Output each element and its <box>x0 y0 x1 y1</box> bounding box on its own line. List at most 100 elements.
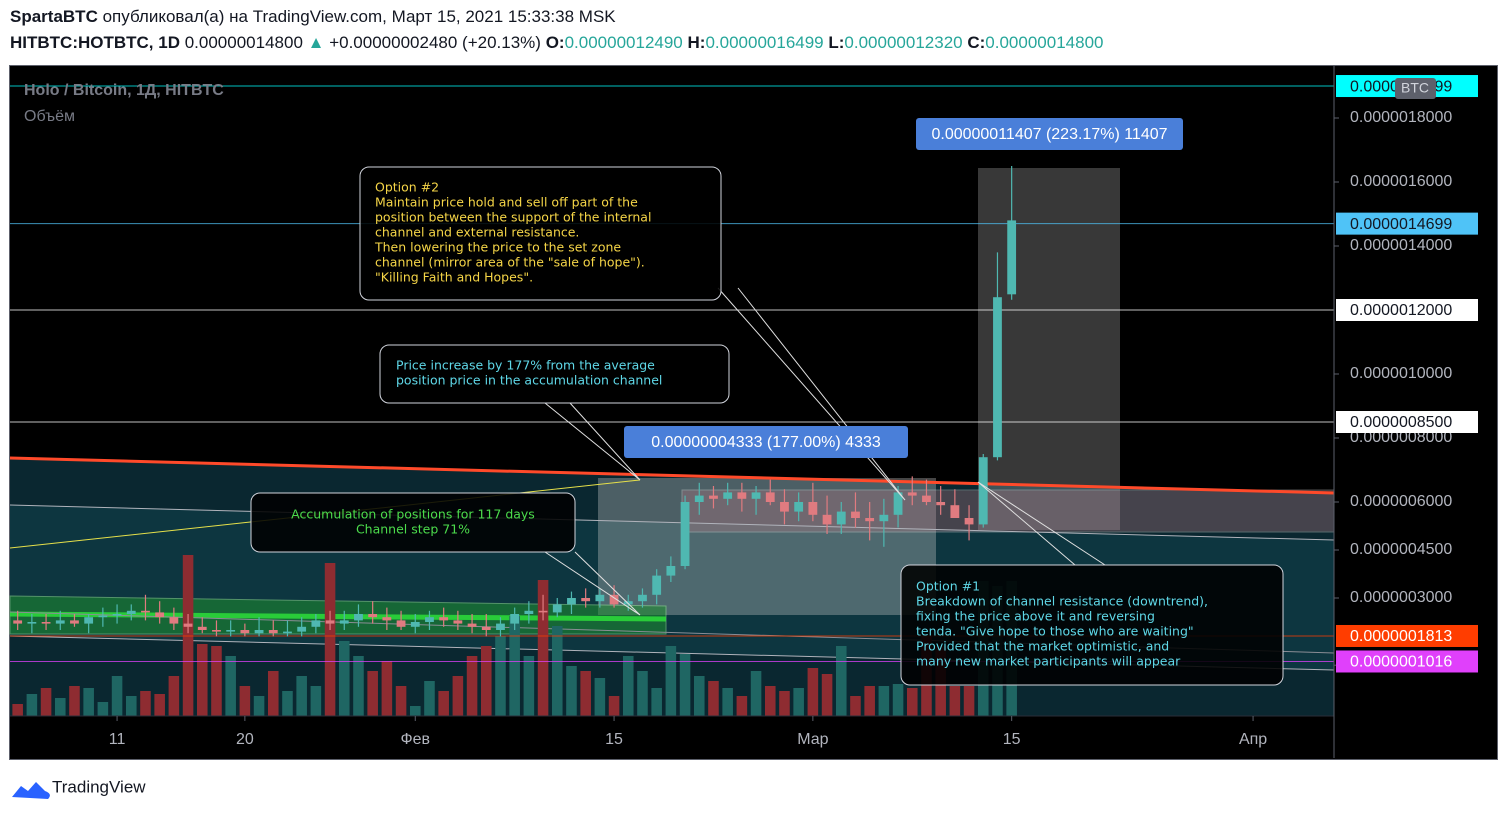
volume-bar <box>793 688 804 716</box>
annotation-line: channel and external resistance. <box>375 225 579 240</box>
x-tick-label: 20 <box>236 731 254 748</box>
candle-body <box>936 502 946 506</box>
candle-body <box>552 604 562 613</box>
candle-body <box>922 495 931 502</box>
price-marker-label: 0.0000001813 <box>1350 628 1452 645</box>
volume-bar <box>125 696 137 716</box>
volume-bar <box>878 686 890 716</box>
annotations: 0.00000011407 (223.17%) 11407 0.000000043… <box>250 118 1284 686</box>
channel-line <box>9 504 1335 541</box>
volume-bar <box>551 626 563 716</box>
candle-body <box>567 598 576 605</box>
y-tick-label: 0.0000003000 <box>1350 589 1452 606</box>
pointer <box>977 481 1106 566</box>
candle-body <box>141 610 150 613</box>
volume-bar <box>622 656 634 716</box>
volume-bar <box>523 656 535 716</box>
candle-body <box>339 620 349 624</box>
candle-body <box>851 511 860 518</box>
volume-bar <box>637 671 648 716</box>
candle-body <box>964 518 974 525</box>
volume-bar <box>239 686 251 716</box>
volume-bar <box>438 691 449 716</box>
volume-bar <box>154 694 165 716</box>
candle-body <box>41 622 51 624</box>
candle-body <box>950 505 960 518</box>
volume-bar <box>580 671 591 716</box>
volume-bar <box>608 696 620 716</box>
ohlc-key: O: <box>546 33 565 52</box>
candle-body <box>680 502 690 566</box>
volume-bar <box>949 686 961 716</box>
ohlc-key: C: <box>967 33 985 52</box>
candle-body <box>382 617 392 621</box>
volume-bar <box>835 646 847 716</box>
candle-body <box>297 626 307 632</box>
measure-label: 0.00000004333 (177.00%) 4333 <box>651 434 881 451</box>
volume-bar <box>12 704 23 716</box>
resistance-line <box>9 456 1335 495</box>
candle-body <box>283 631 292 634</box>
annotation-line: Accumulation of positions for 117 days <box>291 507 535 522</box>
volume-bar <box>537 580 549 716</box>
volume-bar <box>779 691 790 716</box>
zone-box <box>681 489 1335 533</box>
volume-bar <box>566 666 577 716</box>
volume-bar <box>452 676 464 716</box>
ohlc-value: 0.00000014800 <box>985 33 1103 52</box>
candle-body <box>55 620 65 624</box>
candle-body <box>1007 220 1017 295</box>
symbol: HITBTC:HOTBTC, 1D <box>10 33 180 52</box>
published: опубликовал(а) на TradingView.com, Март … <box>103 7 617 26</box>
price-marker <box>1336 650 1478 673</box>
logo <box>12 782 50 799</box>
candle-body <box>765 492 775 502</box>
candle-body <box>439 617 449 621</box>
candle-body <box>808 502 818 515</box>
candle-body <box>354 614 363 621</box>
candle-body <box>865 518 875 522</box>
price-marker-label: 0.0000014699 <box>1350 216 1452 233</box>
candles <box>13 166 1017 637</box>
price-marker <box>1336 299 1478 321</box>
candle-body <box>496 623 505 630</box>
header-line-1: SpartaBTC опубликовал(а) на TradingView.… <box>10 7 616 26</box>
candle-body <box>155 612 165 618</box>
candle-body <box>13 620 23 624</box>
volume-bar <box>140 691 151 716</box>
volume-bar <box>381 661 393 716</box>
ohlc-value: 0.00000012490 <box>565 33 683 52</box>
candle-body <box>126 610 136 614</box>
candle-body <box>226 630 236 632</box>
volume-bar <box>40 688 52 716</box>
candle-body <box>538 610 548 613</box>
volume-bar <box>722 688 733 716</box>
annotation-line: Option #2 <box>375 180 439 195</box>
volume-bar <box>892 684 904 716</box>
volume <box>12 555 1017 716</box>
volume-bar <box>69 686 80 716</box>
volume-bar <box>253 696 265 716</box>
axes: 0.00000009000.00000030000.00000045000.00… <box>109 109 1453 748</box>
annotation-box <box>379 344 730 404</box>
header-line-2: HITBTC:HOTBTC, 1D 0.00000014800 ▲ +0.000… <box>10 33 1103 52</box>
candle-body <box>751 492 761 499</box>
annotation-box <box>359 166 722 301</box>
annotation-box <box>900 564 1284 686</box>
annotation-line: tenda. "Give hope to those who are waiti… <box>916 624 1194 639</box>
measure-label-box <box>916 118 1183 150</box>
candle-body <box>98 615 108 618</box>
volume-bar <box>509 616 520 716</box>
y-tick-label: 0.0000018000 <box>1350 109 1452 126</box>
volume-bar <box>26 694 38 716</box>
candle-body <box>467 623 477 627</box>
annotation-line: "Killing Faith and Hopes". <box>375 270 533 285</box>
volume-bar <box>821 674 833 716</box>
annotation-line: fixing the price above it and reversing <box>916 609 1155 624</box>
pointer <box>544 551 641 616</box>
y-tick-label: 0.0000010000 <box>1350 365 1452 382</box>
volume-bar <box>764 686 776 716</box>
annotation-line: many new market participants will appear <box>916 654 1181 669</box>
x-tick-label: Фев <box>400 731 430 748</box>
volume-bar <box>338 641 350 716</box>
